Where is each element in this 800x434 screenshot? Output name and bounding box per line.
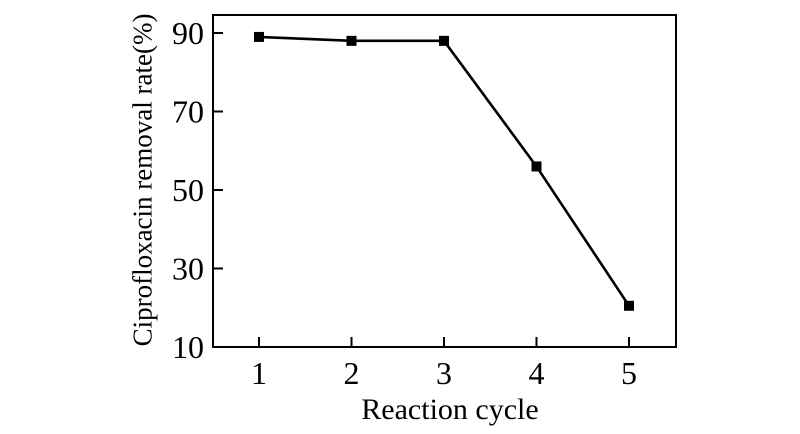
data-point-marker (439, 35, 449, 46)
y-tick-label: 10 (172, 329, 204, 365)
y-tick-label: 90 (172, 15, 204, 51)
x-tick-label: 4 (529, 355, 545, 391)
data-point-marker (624, 300, 634, 311)
x-tick-label: 1 (251, 355, 267, 391)
y-axis-title: Ciprofloxacin removal rate(%) (127, 13, 158, 347)
data-point-marker (346, 35, 357, 46)
y-tick-label: 50 (172, 172, 204, 208)
x-tick-label: 3 (436, 355, 452, 391)
x-tick-label: 5 (621, 355, 637, 391)
data-point-marker (531, 161, 542, 172)
data-point-marker (254, 31, 264, 42)
x-axis-title: Reaction cycle (361, 393, 539, 426)
y-tick-label: 70 (172, 94, 204, 130)
x-tick-label: 2 (344, 355, 360, 391)
y-tick-label: 30 (172, 251, 204, 287)
